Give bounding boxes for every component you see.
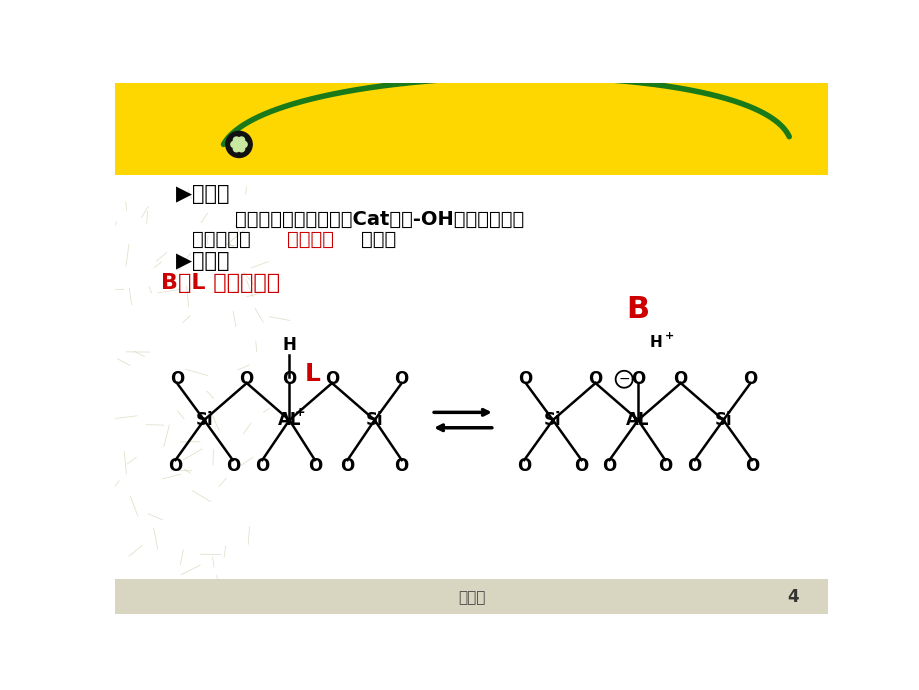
Text: 酸活性最高峰，不是与Cat表面-OH最高含量相适: 酸活性最高峰，不是与Cat表面-OH最高含量相适: [235, 210, 524, 228]
Text: B、L 可相互转换: B、L 可相互转换: [162, 273, 280, 293]
Text: O: O: [225, 457, 240, 475]
Bar: [115, 175, 827, 580]
Text: +: +: [664, 331, 673, 341]
Text: O: O: [324, 371, 339, 388]
Text: Si: Si: [195, 411, 212, 429]
Text: O: O: [282, 371, 296, 388]
Text: 活性：: 活性：: [192, 184, 230, 204]
Text: ▶: ▶: [176, 251, 191, 271]
Text: H: H: [282, 335, 296, 353]
Text: 达到。: 达到。: [361, 230, 396, 249]
Text: 应，是经过: 应，是经过: [192, 230, 251, 249]
Text: 4: 4: [787, 588, 798, 606]
Bar: [115, 83, 827, 175]
Text: O: O: [588, 371, 602, 388]
Text: O: O: [518, 371, 532, 388]
Text: L: L: [304, 362, 320, 386]
Text: O: O: [630, 371, 644, 388]
Text: AL: AL: [626, 411, 649, 429]
Text: ▶: ▶: [176, 184, 191, 204]
Circle shape: [238, 137, 244, 143]
Text: O: O: [743, 371, 757, 388]
Text: −: −: [618, 371, 630, 386]
Text: AL: AL: [278, 411, 301, 429]
Text: +: +: [295, 406, 305, 419]
Text: O: O: [394, 457, 408, 475]
Circle shape: [233, 146, 239, 152]
Text: 培训类: 培训类: [458, 590, 484, 604]
Text: O: O: [340, 457, 354, 475]
Text: O: O: [170, 371, 184, 388]
Text: O: O: [239, 371, 254, 388]
Text: O: O: [602, 457, 616, 475]
Circle shape: [231, 141, 237, 148]
Text: B: B: [626, 295, 649, 324]
Text: 局部脱水: 局部脱水: [287, 230, 334, 249]
Text: O: O: [255, 457, 269, 475]
Circle shape: [238, 146, 244, 152]
Text: O: O: [744, 457, 758, 475]
Text: O: O: [516, 457, 531, 475]
Bar: [115, 580, 827, 614]
Text: O: O: [168, 457, 182, 475]
Text: Si: Si: [366, 411, 383, 429]
Text: H: H: [649, 335, 662, 350]
Text: O: O: [573, 457, 588, 475]
Text: O: O: [308, 457, 322, 475]
Circle shape: [225, 131, 252, 157]
Text: Si: Si: [714, 411, 732, 429]
Circle shape: [235, 141, 242, 148]
Text: 特点：: 特点：: [192, 251, 230, 271]
Text: O: O: [673, 371, 687, 388]
Text: O: O: [686, 457, 701, 475]
Text: O: O: [657, 457, 672, 475]
Text: O: O: [394, 371, 408, 388]
Circle shape: [233, 137, 239, 143]
Text: Si: Si: [543, 411, 562, 429]
Circle shape: [241, 141, 247, 148]
